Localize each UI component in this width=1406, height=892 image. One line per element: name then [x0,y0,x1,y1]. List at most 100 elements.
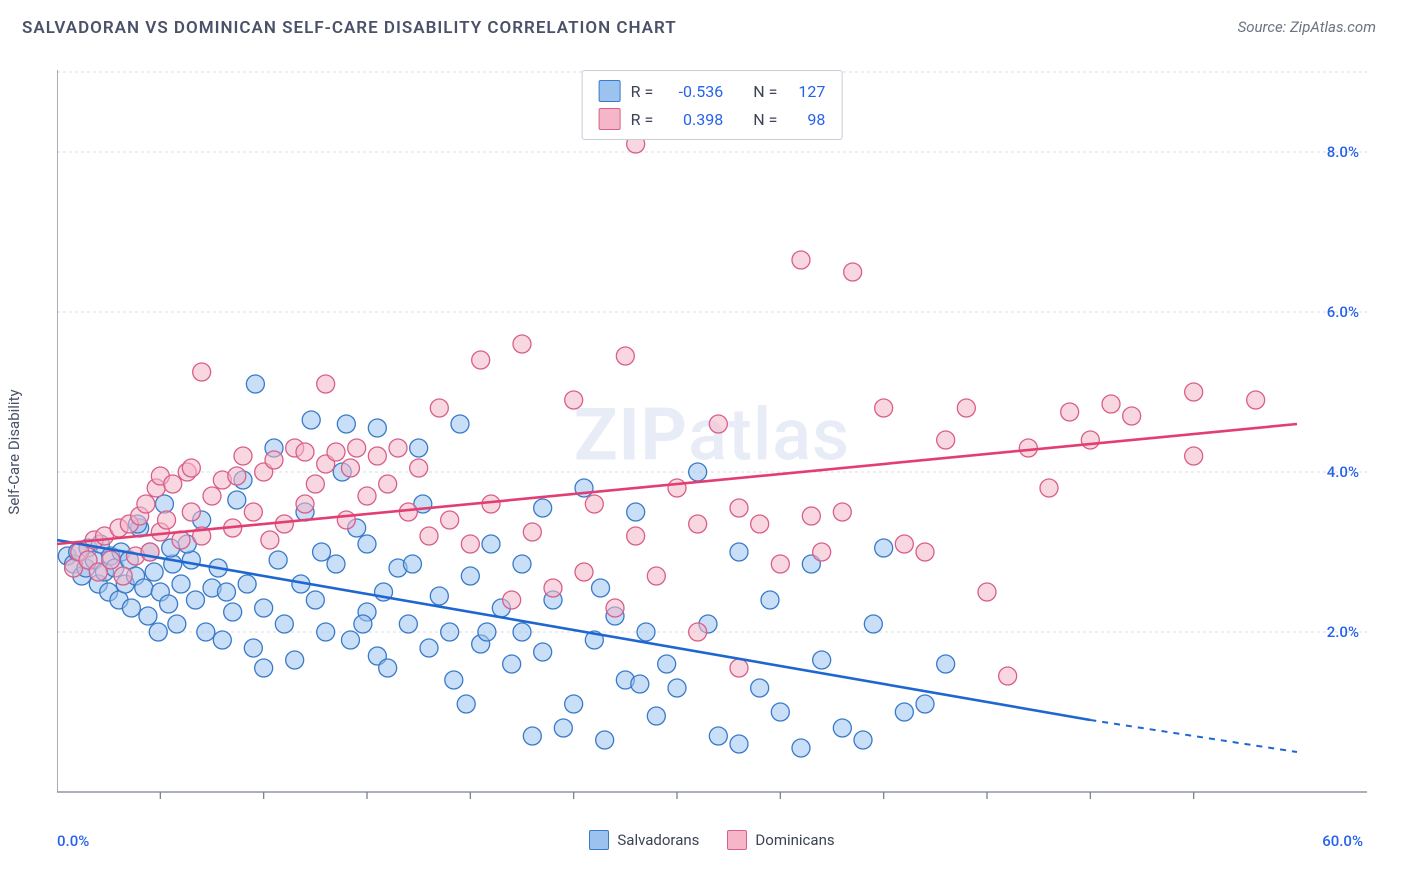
stat-n-value: 98 [787,110,825,129]
data-point [751,679,769,697]
data-point [802,507,820,525]
data-point [472,351,490,369]
data-point [234,447,252,465]
data-point [354,615,372,633]
data-point [430,587,448,605]
legend-swatch [599,108,621,130]
data-point [160,595,178,613]
data-point [668,479,686,497]
data-point [627,527,645,545]
data-point [275,615,293,633]
data-point [709,415,727,433]
chart-title: SALVADORAN VS DOMINICAN SELF-CARE DISABI… [22,18,677,38]
data-point [306,591,324,609]
data-point [102,551,120,569]
data-point [833,719,851,737]
stats-legend: R =-0.536N =127R =0.398N =98 [582,70,843,140]
data-point [1040,479,1058,497]
data-point [482,495,500,513]
data-point [792,251,810,269]
data-point [999,667,1017,685]
legend-swatch [589,830,609,850]
data-point [246,375,264,393]
data-point [616,347,634,365]
data-point [193,363,211,381]
data-point [854,731,872,749]
legend-swatch [599,80,621,102]
data-point [689,623,707,641]
data-point [637,623,655,641]
series-legend: Salvadorans Dominicans [57,830,1367,850]
data-point [461,567,479,585]
data-point [158,511,176,529]
data-point [122,599,140,617]
data-point [341,631,359,649]
data-point [255,659,273,677]
data-point [513,555,531,573]
legend-label: Dominicans [755,831,834,849]
data-point [155,495,173,513]
data-point [244,503,262,521]
data-point [296,443,314,461]
data-point [875,399,893,417]
data-point [337,511,355,529]
stats-legend-row: R =0.398N =98 [599,105,826,133]
data-point [554,719,572,737]
data-point [145,563,163,581]
data-point [513,623,531,641]
data-point [182,459,200,477]
data-point [186,591,204,609]
legend-label: Salvadorans [617,831,699,849]
data-point [978,583,996,601]
data-point [503,591,521,609]
data-point [430,399,448,417]
data-point [172,575,190,593]
data-point [916,543,934,561]
data-point [337,415,355,433]
data-point [792,739,810,757]
data-point [658,655,676,673]
data-point [730,735,748,753]
data-point [197,623,215,641]
data-point [358,487,376,505]
data-point [317,623,335,641]
data-point [114,567,132,585]
data-point [916,695,934,713]
data-point [182,551,200,569]
data-point [534,643,552,661]
data-point [348,439,366,457]
data-point [592,579,610,597]
legend-item: Salvadorans [589,830,699,850]
data-point [269,551,287,569]
data-point [168,615,186,633]
data-point [585,495,603,513]
data-point [1185,447,1203,465]
data-point [313,543,331,561]
y-tick-label: 4.0% [1327,463,1359,481]
legend-item: Dominicans [727,830,834,850]
data-point [833,503,851,521]
data-point [813,543,831,561]
data-point [445,671,463,689]
data-point [399,503,417,521]
data-point [1123,407,1141,425]
data-point [149,623,167,641]
data-point [575,563,593,581]
chart-container: Self-Care Disability ZIPatlas 2.0%4.0%6.… [22,52,1384,852]
data-point [771,703,789,721]
data-point [1081,431,1099,449]
data-point [327,443,345,461]
data-point [368,419,386,437]
data-point [461,535,479,553]
data-point [139,607,157,625]
y-tick-label: 8.0% [1327,143,1359,161]
data-point [544,579,562,597]
data-point [451,415,469,433]
data-point [228,467,246,485]
data-point [296,495,314,513]
data-point [441,511,459,529]
data-point [689,515,707,533]
stats-legend-row: R =-0.536N =127 [599,77,826,105]
data-point [379,659,397,677]
data-point [164,555,182,573]
